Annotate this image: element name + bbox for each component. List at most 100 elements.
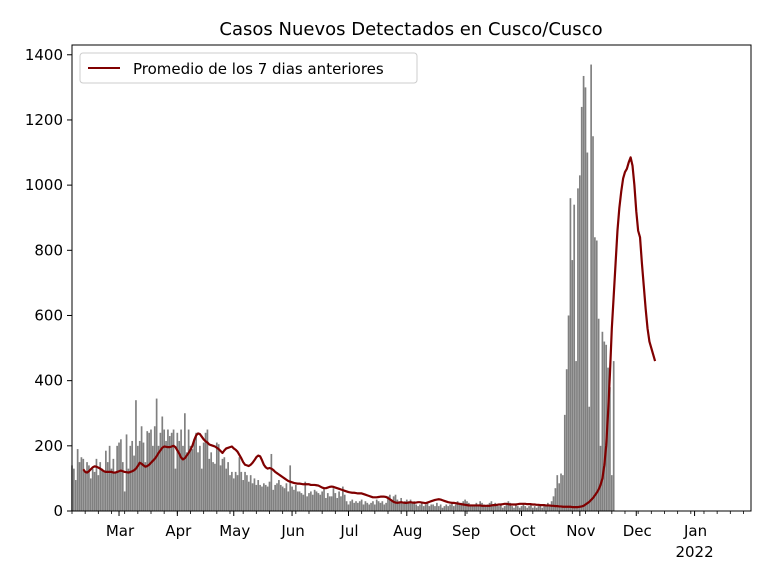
line-layer — [82, 156, 657, 509]
bar-day-41 — [148, 432, 150, 511]
bar-day-20 — [108, 445, 111, 511]
bar-day-3 — [76, 449, 79, 511]
bar-day-90 — [240, 471, 243, 511]
bar-day-25 — [118, 442, 120, 511]
bar-day-208 — [462, 501, 465, 511]
bar-day-164 — [379, 502, 382, 511]
bar-day-5 — [80, 457, 83, 511]
bar-day-158 — [368, 504, 371, 511]
bar-day-103 — [264, 484, 267, 511]
bar-day-49 — [163, 429, 166, 511]
bar-day-136 — [326, 493, 329, 511]
bar-day-11 — [91, 468, 94, 511]
bar-day-139 — [332, 488, 335, 511]
bar-day-188 — [424, 504, 427, 511]
x-tick-sublabel-10: 2022 — [675, 543, 713, 561]
bar-day-16 — [101, 468, 103, 511]
bar-day-54 — [172, 429, 175, 511]
bar-day-173 — [396, 499, 399, 511]
bar-day-194 — [436, 502, 438, 511]
bar-day-28 — [123, 491, 126, 511]
bar-day-206 — [458, 504, 461, 511]
bar-day-274 — [586, 152, 589, 512]
bar-day-151 — [355, 501, 357, 511]
bar-day-14 — [97, 475, 100, 511]
bar-day-246 — [533, 506, 536, 511]
bar-day-4 — [78, 462, 81, 511]
bar-day-64 — [191, 449, 194, 511]
bar-day-143 — [340, 496, 342, 511]
bar-day-107 — [272, 489, 275, 511]
bar-day-121 — [298, 491, 301, 511]
bar-day-267 — [573, 204, 576, 511]
bar-day-176 — [402, 502, 404, 511]
bar-day-81 — [223, 457, 226, 511]
bar-day-17 — [103, 471, 105, 511]
bar-day-145 — [343, 494, 346, 511]
bar-day-70 — [202, 442, 205, 511]
bar-day-247 — [535, 507, 538, 511]
bar-day-129 — [313, 489, 316, 511]
bar-day-224 — [492, 504, 495, 511]
y-tick-label-3: 600 — [34, 306, 63, 324]
bar-day-134 — [323, 488, 325, 511]
bar-day-216 — [477, 504, 480, 511]
bar-day-252 — [545, 504, 547, 511]
y-tick-label-2: 400 — [34, 372, 63, 390]
bar-day-101 — [261, 486, 263, 511]
bar-day-115 — [287, 491, 290, 511]
bar-day-27 — [121, 462, 124, 511]
bar-day-177 — [404, 501, 406, 511]
bar-day-160 — [372, 501, 374, 511]
bar-day-131 — [317, 493, 320, 511]
bar-day-214 — [473, 504, 476, 511]
bar-day-232 — [507, 501, 510, 511]
bar-day-225 — [494, 502, 497, 511]
bar-day-146 — [345, 501, 348, 511]
bar-day-240 — [522, 504, 525, 511]
bar-day-118 — [293, 489, 295, 511]
bar-day-68 — [199, 445, 201, 511]
bar-day-187 — [422, 506, 425, 511]
bar-day-44 — [153, 426, 156, 511]
bar-day-201 — [449, 504, 451, 511]
bar-day-132 — [319, 494, 322, 511]
bar-day-58 — [180, 429, 182, 511]
bar-day-15 — [99, 462, 102, 511]
bar-day-166 — [383, 504, 386, 511]
bar-day-286 — [609, 387, 611, 511]
bar-day-21 — [110, 468, 113, 511]
bar-day-92 — [244, 471, 246, 511]
y-axis: 0 200 400 600 800 1000 1200 1400 — [25, 46, 72, 520]
bar-day-264 — [567, 315, 570, 511]
bar-day-283 — [603, 341, 606, 511]
bar-day-104 — [266, 486, 269, 511]
bar-day-6 — [82, 458, 85, 511]
x-tick-label-0: Mar — [106, 522, 135, 540]
bar-day-124 — [304, 481, 307, 511]
bar-day-43 — [152, 445, 154, 511]
bar-day-12 — [93, 471, 96, 511]
bar-day-265 — [569, 198, 572, 511]
bar-day-52 — [168, 436, 171, 511]
bar-day-73 — [208, 458, 211, 511]
y-tick-label-4: 800 — [34, 241, 63, 259]
bar-day-271 — [580, 106, 583, 512]
bar-day-175 — [400, 497, 402, 511]
bar-day-133 — [321, 491, 323, 511]
legend-label: Promedio de los 7 dias anteriores — [133, 60, 384, 78]
bar-day-280 — [597, 318, 600, 511]
bars-layer — [71, 64, 615, 512]
bar-day-168 — [387, 496, 389, 511]
bar-day-111 — [279, 484, 282, 511]
bar-day-278 — [594, 237, 596, 511]
bar-day-275 — [588, 406, 591, 511]
bar-day-282 — [601, 331, 604, 511]
x-tick-label-9: Dec — [623, 522, 652, 540]
bar-day-183 — [415, 504, 418, 511]
bar-day-66 — [195, 432, 197, 511]
bar-day-167 — [385, 502, 387, 511]
bar-day-7 — [84, 471, 87, 511]
bar-day-51 — [167, 429, 169, 511]
